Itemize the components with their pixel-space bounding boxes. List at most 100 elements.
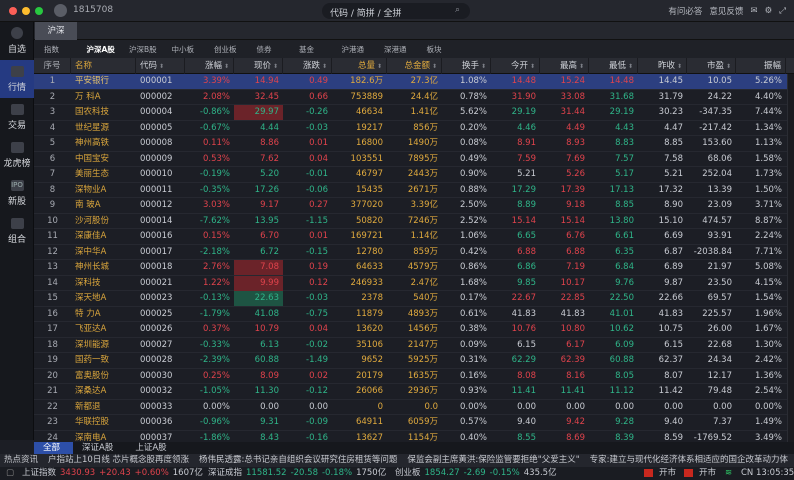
table-row[interactable]: 14 深科技 000021 1.22% 9.99 0.12 246933 2.47亿 1.68%… xyxy=(34,275,787,292)
sort-icon[interactable]: ⬍ xyxy=(627,63,633,70)
table-row[interactable]: 7 美丽生态 000010 -0.19% 5.20 -0.01 46797 2443万 0.90… xyxy=(34,167,787,183)
table-row[interactable]: 10 沙河股份 000014 -7.62% 13.95 -1.15 50820 7246万 2.… xyxy=(34,214,787,230)
column-header-14[interactable]: 振幅 xyxy=(736,58,786,74)
cell-代码: 000025 xyxy=(140,308,173,319)
table-row[interactable]: 16 特 力A 000025 -1.79% 41.08 -0.75 11879 4893万 0.… xyxy=(34,307,787,323)
table-row[interactable]: 18 深圳能源 000027 -0.33% 6.13 -0.02 35106 2147万 0.0… xyxy=(34,338,787,354)
subtab-1[interactable]: 沪深A股 xyxy=(86,44,115,54)
column-header-11[interactable]: 最低 ⬍ xyxy=(589,58,638,74)
scrollbar[interactable] xyxy=(787,74,794,442)
sort-icon[interactable]: ⬍ xyxy=(159,63,165,70)
table-row[interactable]: 1 平安银行 000001 3.39% 14.94 0.49 182.6万 27.3亿 1.08… xyxy=(34,74,787,90)
faq-link[interactable]: 有问必答 xyxy=(668,7,703,17)
subtab-2[interactable]: 沪深B股 xyxy=(129,44,157,54)
column-header-9[interactable]: 今开 ⬍ xyxy=(491,58,540,74)
sidebar-item-0[interactable]: 自选 xyxy=(0,22,34,60)
column-header-0[interactable]: 序号 xyxy=(34,58,71,74)
search-icon[interactable]: ⌕ xyxy=(454,5,460,15)
cell-序号: 5 xyxy=(49,138,56,149)
gear-icon[interactable]: ⚙ xyxy=(764,6,773,16)
subtab-5[interactable]: 债券 xyxy=(256,44,272,54)
subtab-8[interactable]: 深港通 xyxy=(384,44,407,54)
column-header-3[interactable]: 涨幅 ⬍ xyxy=(185,58,234,74)
sidebar-item-2[interactable]: 交易 xyxy=(0,98,34,136)
close-window-button[interactable] xyxy=(9,7,17,15)
table-row[interactable]: 24 深南电A 000037 -1.86% 8.43 -0.16 13627 1154万 0.4… xyxy=(34,431,787,442)
cell-最低: 22.50 xyxy=(609,293,634,304)
table-row[interactable]: 20 富奥股份 000030 0.25% 8.09 0.02 20179 1635万 0.16%… xyxy=(34,369,787,385)
bottom-tab-0[interactable]: 全部 xyxy=(34,442,74,454)
news-item[interactable]: 专家:建立与现代化经济体系相适应的国企改革动力体 xyxy=(589,455,788,465)
table-row[interactable]: 8 深物业A 000011 -0.35% 17.26 -0.06 15435 2671万 0.8… xyxy=(34,183,787,199)
news-item[interactable]: 杨伟民透露:总书记亲自组织会议研究住房租赁等问题 xyxy=(199,455,398,465)
feedback-link[interactable]: 意见反馈 xyxy=(709,7,744,17)
bottom-tab-2[interactable]: 上证A股 xyxy=(135,443,167,453)
news-item[interactable]: 户指站上10日线 芯片概念股再度领涨 xyxy=(48,455,190,465)
column-header-5[interactable]: 涨跌 ⬍ xyxy=(283,58,332,74)
sort-icon[interactable]: ⬍ xyxy=(272,63,278,70)
news-item[interactable]: 保监会副主席黄洪:保险监管要拒绝"父爱主义" xyxy=(407,455,580,465)
column-header-4[interactable]: 现价 ⬍ xyxy=(234,58,283,74)
subtab-7[interactable]: 沪港通 xyxy=(341,44,365,54)
sidebar-item-4[interactable]: IPO 新股 xyxy=(0,174,34,212)
column-label: 换手 xyxy=(461,61,479,71)
index-1[interactable]: 深证成指 11581.52 -20.58 -0.18% 1750亿 xyxy=(208,467,390,480)
subtab-3[interactable]: 中小板 xyxy=(171,44,195,54)
column-label: 今开 xyxy=(510,61,528,71)
table-row[interactable]: 3 国农科技 000004 -0.86% 29.97 -0.26 46634 1.41亿 5.6… xyxy=(34,105,787,121)
mail-icon[interactable]: ✉ xyxy=(750,6,758,16)
table-row[interactable]: 6 中国宝安 000009 0.53% 7.62 0.04 103551 7895万 0.49%… xyxy=(34,152,787,168)
sort-icon[interactable]: ⬍ xyxy=(480,63,486,70)
table-row[interactable]: 2 万 科A 000002 2.08% 32.45 0.66 753889 24.4亿 0.78… xyxy=(34,90,787,106)
sort-icon[interactable]: ⬍ xyxy=(529,63,535,70)
search-input[interactable]: 代码 / 简拼 / 全拼 ⌕ xyxy=(322,3,470,19)
fullscreen-icon[interactable]: ⤢ xyxy=(779,6,786,16)
sort-icon[interactable]: ⬍ xyxy=(223,63,229,70)
column-header-6[interactable]: 总量 ⬍ xyxy=(332,58,387,74)
sidebar-item-5[interactable]: 组合 xyxy=(0,212,34,250)
table-row[interactable]: 5 神州高铁 000008 0.11% 8.86 0.01 16800 1490万 0.08% 8… xyxy=(34,136,787,152)
table-row[interactable]: 4 世纪星源 000005 -0.67% 4.44 -0.03 19217 856万 0.20%… xyxy=(34,121,787,137)
bottom-tab-1[interactable]: 深证A股 xyxy=(82,443,114,453)
table-row[interactable]: 11 深康佳A 000016 0.15% 6.70 0.01 169721 1.14亿 1.06… xyxy=(34,229,787,245)
table-row[interactable]: 17 飞亚达A 000026 0.37% 10.79 0.04 13620 1456万 0.38… xyxy=(34,322,787,338)
minimize-window-button[interactable] xyxy=(22,7,30,15)
column-header-12[interactable]: 昨收 ⬍ xyxy=(638,58,687,74)
column-header-8[interactable]: 换手 ⬍ xyxy=(442,58,491,74)
news-item[interactable]: 热点资讯 xyxy=(4,455,39,465)
table-row[interactable]: 22 新都退 000033 0.00% 0.00 0.00 0 0.0 0.00% 0.00 0.0… xyxy=(34,400,787,416)
sort-icon[interactable]: ⬍ xyxy=(431,63,437,70)
cell-涨跌: 0.66 xyxy=(309,91,328,102)
column-header-10[interactable]: 最高 ⬍ xyxy=(540,58,589,74)
avatar[interactable] xyxy=(54,4,67,17)
news-ticker[interactable]: 热点资讯 户指站上10日线 芯片概念股再度领涨 杨伟民透露:总书记亲自组织会议研究住… xyxy=(0,454,794,467)
column-header-13[interactable]: 市盈 ⬍ xyxy=(687,58,736,74)
panel-toggle-icon[interactable]: ▢ xyxy=(6,468,15,478)
column-header-1[interactable]: 名称 xyxy=(71,58,136,74)
maximize-window-button[interactable] xyxy=(35,7,43,15)
cell-名称: 沙河股份 xyxy=(75,215,110,226)
index-0[interactable]: 上证指数 3430.93 +20.43 +0.60% 1607亿 xyxy=(22,467,207,480)
subtab-0[interactable]: 指数 xyxy=(44,44,59,54)
table-row[interactable]: 12 深中华A 000017 -2.18% 6.72 -0.15 12780 859万 0.42… xyxy=(34,245,787,261)
table-row[interactable]: 9 南 玻A 000012 3.03% 9.17 0.27 377020 3.39亿 2.50%… xyxy=(34,198,787,214)
table-row[interactable]: 13 神州长城 000018 2.76% 7.08 0.19 64633 4579万 0.86%… xyxy=(34,260,787,276)
tab-hushen[interactable]: 沪深 xyxy=(35,22,77,40)
column-header-2[interactable]: 代码 ⬍ xyxy=(136,58,185,74)
sidebar-item-1[interactable]: 行情 xyxy=(0,60,34,98)
table-row[interactable]: 19 国药一致 000028 -2.39% 60.88 -1.49 9652 5925万 0.3… xyxy=(34,353,787,369)
sidebar-item-3[interactable]: 龙虎榜 xyxy=(0,136,34,174)
index-2[interactable]: 创业板 1854.27 -2.69 -0.15% 435.5亿 xyxy=(395,467,561,480)
sort-icon[interactable]: ⬍ xyxy=(578,63,584,70)
table-row[interactable]: 23 华联控股 000036 -0.96% 9.31 -0.09 64911 6059万 0.5… xyxy=(34,415,787,431)
subtab-6[interactable]: 基金 xyxy=(299,44,314,54)
sort-icon[interactable]: ⬍ xyxy=(321,63,327,70)
table-row[interactable]: 15 深天地A 000023 -0.13% 22.63 -0.03 2378 540万 0.17… xyxy=(34,291,787,307)
table-row[interactable]: 21 深桑达A 000032 -1.05% 11.30 -0.12 26066 2936万 0.… xyxy=(34,384,787,400)
subtab-9[interactable]: 板块 xyxy=(426,44,442,54)
sort-icon[interactable]: ⬍ xyxy=(676,63,682,70)
column-header-7[interactable]: 总金额 ⬍ xyxy=(387,58,442,74)
sort-icon[interactable]: ⬍ xyxy=(725,63,731,70)
subtab-4[interactable]: 创业板 xyxy=(214,44,237,54)
sort-icon[interactable]: ⬍ xyxy=(376,63,382,70)
